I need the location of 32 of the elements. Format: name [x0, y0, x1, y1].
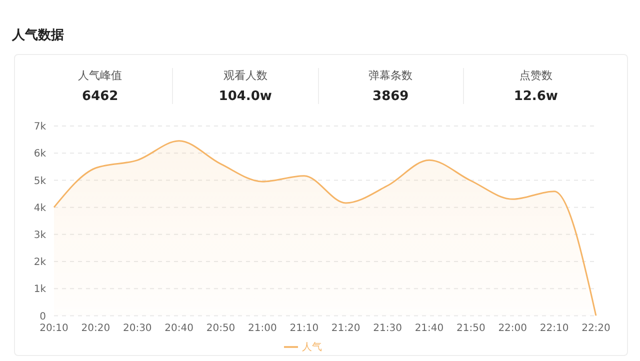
y-tick-label: 0 — [40, 311, 46, 322]
chart-title: 人气数据 — [12, 27, 64, 44]
text: 6462 — [81, 89, 120, 104]
text: 12.6w — [512, 89, 559, 104]
text: 点赞数 — [518, 68, 554, 83]
text: 104.0w — [218, 89, 273, 104]
y-tick-label: 2k — [34, 257, 46, 268]
x-tick-label: 20:10 — [40, 322, 68, 334]
x-tick-label: 20:30 — [122, 322, 152, 334]
text: 弹幕条数 — [368, 68, 414, 83]
x-tick-label: 21:50 — [456, 322, 486, 334]
x-tick-label: 20:50 — [206, 322, 236, 334]
y-tick-label: 7k — [34, 122, 46, 133]
legend-label: 人气 — [302, 342, 322, 353]
x-tick-label: 22:10 — [540, 322, 569, 334]
text: 人气峰值 — [77, 68, 124, 83]
x-tick-label: 21:20 — [331, 322, 360, 334]
x-tick-label: 21:10 — [290, 322, 319, 334]
x-tick-label: 22:00 — [498, 322, 528, 334]
x-tick-label: 22:20 — [582, 322, 610, 334]
y-tick-label: 5k — [34, 176, 46, 187]
x-tick-label: 20:40 — [164, 322, 194, 334]
y-tick-label: 6k — [34, 148, 46, 160]
text: 观看人数 — [222, 68, 268, 83]
y-tick-label: 1k — [34, 284, 46, 296]
y-tick-label: 4k — [34, 202, 46, 214]
y-tick-label: 3k — [34, 230, 46, 241]
x-tick-label: 21:30 — [373, 322, 402, 334]
text: 3869 — [372, 89, 410, 104]
x-tick-label: 21:00 — [248, 322, 277, 334]
x-tick-label: 20:20 — [81, 322, 110, 334]
x-tick-label: 21:40 — [414, 322, 444, 334]
